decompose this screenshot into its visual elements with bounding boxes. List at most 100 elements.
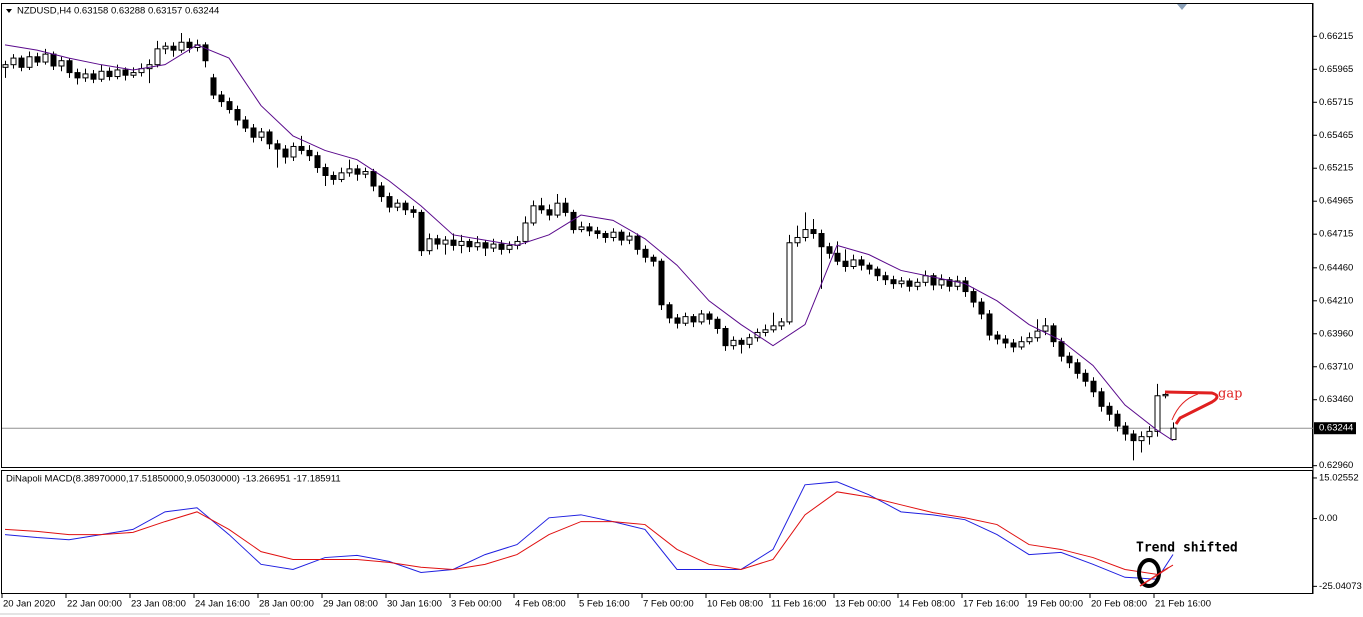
candle-body xyxy=(1146,430,1153,438)
candle-body xyxy=(162,45,169,50)
candle-body xyxy=(202,44,209,62)
candle-body xyxy=(354,168,361,175)
candle-body xyxy=(10,57,17,66)
candle-body xyxy=(258,131,265,138)
candle-body xyxy=(954,280,961,287)
candle-body xyxy=(338,172,345,180)
candle-body xyxy=(562,202,569,213)
candle-body xyxy=(378,185,385,198)
x-tick-label: 14 Feb 08:00 xyxy=(899,599,955,610)
candle-body xyxy=(778,321,785,327)
candle-body xyxy=(722,327,729,347)
x-tick-label: 7 Feb 00:00 xyxy=(643,599,694,610)
y-tick-label: 0.00 xyxy=(1319,513,1338,524)
candle-body xyxy=(298,145,305,151)
candle-body xyxy=(346,168,353,174)
candle-body xyxy=(250,127,257,138)
candle-body xyxy=(666,304,673,319)
trend-stroke xyxy=(1139,567,1169,587)
candle-body xyxy=(674,317,681,324)
candle-body xyxy=(1018,341,1025,348)
candle-body xyxy=(482,242,489,249)
candle-body xyxy=(442,239,449,245)
candle-body xyxy=(50,53,57,67)
candle-body xyxy=(18,57,25,68)
indicator-title: DiNapoli MACD(8.38970000,17.51850000,9.0… xyxy=(6,474,341,485)
candle-body xyxy=(330,174,337,180)
candle-body xyxy=(546,209,553,216)
y-tick-label: 0.62960 xyxy=(1319,460,1353,471)
candle-body xyxy=(706,313,713,320)
candle-body xyxy=(658,260,665,306)
candle-body xyxy=(498,243,505,250)
candle-body xyxy=(1074,362,1081,374)
candle-body xyxy=(890,279,897,285)
x-tick-label: 17 Feb 16:00 xyxy=(963,599,1019,610)
x-tick-label: 13 Feb 00:00 xyxy=(835,599,891,610)
candle-body xyxy=(978,301,985,315)
candle-body xyxy=(786,242,793,323)
candle-body xyxy=(986,313,993,336)
candle-body xyxy=(962,280,969,293)
candle-body xyxy=(34,56,41,63)
candle-body xyxy=(458,240,465,246)
candle-body xyxy=(234,109,241,121)
candle-body xyxy=(882,275,889,281)
candle-body xyxy=(898,280,905,285)
x-tick-label: 11 Feb 16:00 xyxy=(771,599,826,610)
candle-body xyxy=(1082,372,1089,382)
candle-body xyxy=(1170,427,1177,441)
candle-body xyxy=(802,229,809,238)
x-tick-label: 20 Feb 08:00 xyxy=(1091,599,1147,610)
candle-body xyxy=(226,101,233,111)
candle-body xyxy=(82,73,89,79)
candle-body xyxy=(1154,395,1161,432)
candle-body xyxy=(290,145,297,158)
gap-stroke xyxy=(1171,393,1199,421)
x-tick-label: 3 Feb 00:00 xyxy=(451,599,502,610)
y-tick-label: 0.66215 xyxy=(1319,31,1353,42)
candle-body xyxy=(578,226,585,231)
candle-body xyxy=(1114,413,1121,427)
candle-body xyxy=(554,202,561,216)
candle-body xyxy=(242,119,249,129)
candle-body xyxy=(538,205,545,211)
candle-body xyxy=(1090,380,1097,393)
candle-body xyxy=(1002,338,1009,344)
x-tick-label: 21 Feb 16:00 xyxy=(1155,599,1211,610)
x-tick-label: 20 Jan 2020 xyxy=(3,599,55,610)
price-plot xyxy=(2,33,1313,461)
candle-body xyxy=(522,222,529,242)
candle-body xyxy=(650,256,657,262)
candle-body xyxy=(850,259,857,267)
candle-body xyxy=(114,69,121,78)
candle-body xyxy=(362,171,369,175)
candle-body xyxy=(322,167,329,176)
candle-body xyxy=(1050,325,1057,343)
candle-body xyxy=(586,226,593,232)
y-tick-label: -25.04073 xyxy=(1319,581,1362,592)
candle-body xyxy=(106,70,113,78)
x-tick-label: 10 Feb 08:00 xyxy=(707,599,763,610)
candle-body xyxy=(594,230,601,235)
candle-body xyxy=(738,339,745,345)
x-tick-label: 4 Feb 08:00 xyxy=(515,599,566,610)
candle-body xyxy=(682,316,689,324)
candle-body xyxy=(26,56,33,68)
y-tick-label: 0.64715 xyxy=(1319,229,1353,240)
candle-body xyxy=(698,313,705,323)
candle-body xyxy=(1162,393,1169,397)
candle-body xyxy=(42,53,49,63)
candle-body xyxy=(1026,337,1033,343)
candle-body xyxy=(306,149,313,157)
y-tick-label: 0.64965 xyxy=(1319,196,1353,207)
y-tick-label: 15.02552 xyxy=(1319,472,1359,483)
current-price-label: 0.63244 xyxy=(1319,423,1353,434)
candle-body xyxy=(866,264,873,270)
y-tick-label: 0.64210 xyxy=(1319,295,1353,306)
candle-body xyxy=(178,41,185,51)
candle-body xyxy=(2,64,9,68)
candle-body xyxy=(74,72,81,79)
y-tick-label: 0.65465 xyxy=(1319,130,1353,141)
